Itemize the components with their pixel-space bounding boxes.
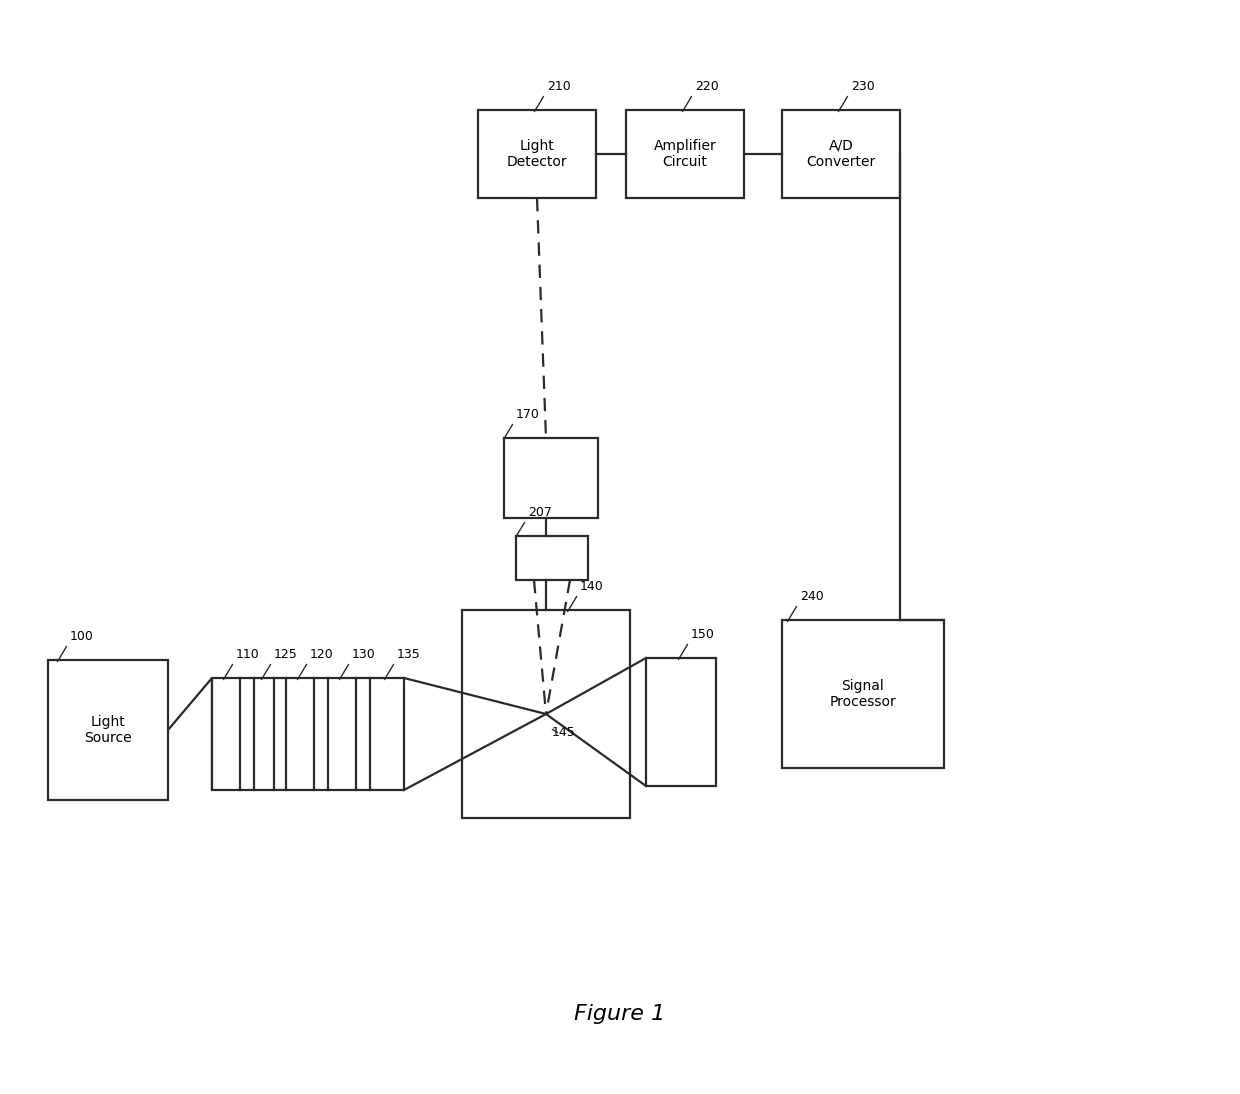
Text: 230: 230	[851, 80, 874, 93]
Text: 110: 110	[236, 648, 259, 661]
FancyBboxPatch shape	[370, 678, 404, 790]
Text: 170: 170	[516, 408, 539, 421]
Text: 150: 150	[691, 628, 715, 641]
FancyBboxPatch shape	[254, 678, 274, 790]
FancyBboxPatch shape	[463, 610, 630, 818]
Text: 135: 135	[397, 648, 420, 661]
Text: 207: 207	[528, 507, 552, 519]
FancyBboxPatch shape	[782, 620, 944, 768]
Text: 210: 210	[547, 80, 570, 93]
Text: 140: 140	[580, 580, 604, 593]
FancyBboxPatch shape	[329, 678, 356, 790]
FancyBboxPatch shape	[516, 536, 588, 580]
Text: 120: 120	[310, 648, 334, 661]
Text: 100: 100	[69, 630, 94, 643]
Text: 220: 220	[694, 80, 719, 93]
Text: 130: 130	[352, 648, 376, 661]
FancyBboxPatch shape	[48, 660, 167, 800]
Text: Figure 1: Figure 1	[574, 1004, 666, 1024]
Text: A/D
Converter: A/D Converter	[806, 139, 875, 170]
Text: Signal
Processor: Signal Processor	[830, 679, 897, 709]
FancyBboxPatch shape	[626, 110, 744, 198]
FancyBboxPatch shape	[212, 678, 241, 790]
FancyBboxPatch shape	[782, 110, 900, 198]
Text: 145: 145	[552, 726, 575, 740]
FancyBboxPatch shape	[503, 438, 598, 517]
FancyBboxPatch shape	[286, 678, 314, 790]
Text: Light
Detector: Light Detector	[507, 139, 568, 170]
FancyBboxPatch shape	[646, 657, 715, 785]
FancyBboxPatch shape	[477, 110, 596, 198]
Text: Amplifier
Circuit: Amplifier Circuit	[653, 139, 717, 170]
Text: 125: 125	[274, 648, 298, 661]
Text: Light
Source: Light Source	[84, 714, 131, 745]
Text: 240: 240	[800, 590, 823, 603]
